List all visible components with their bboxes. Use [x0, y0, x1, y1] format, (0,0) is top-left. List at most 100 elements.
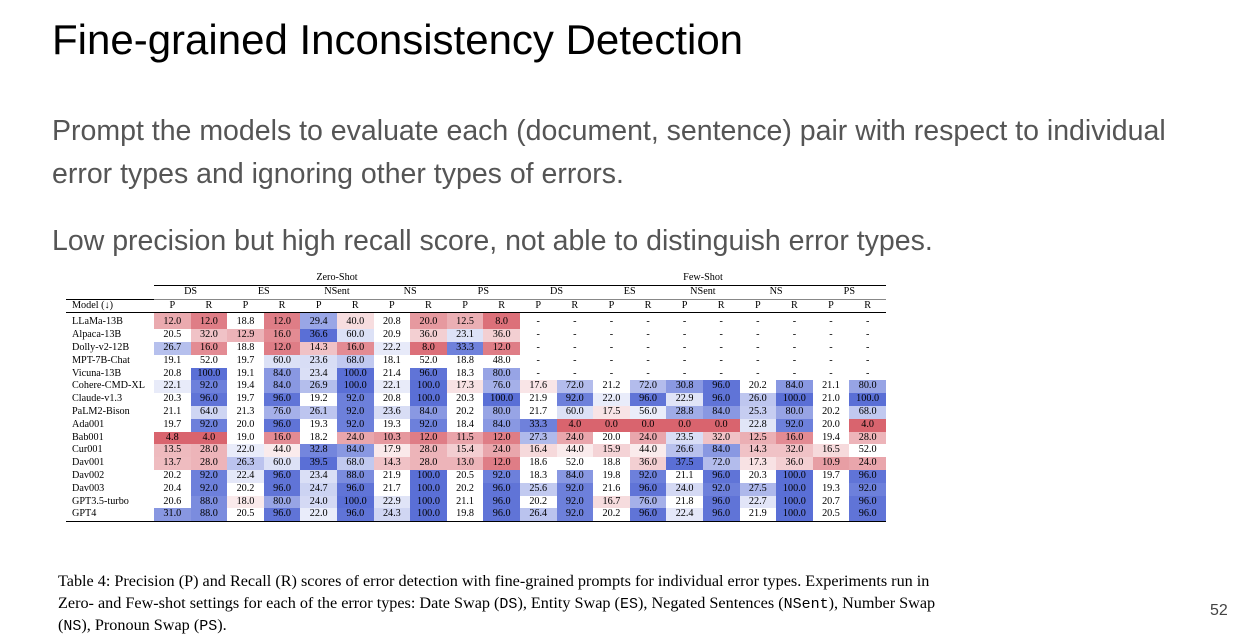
score-cell: 16.0	[190, 341, 228, 355]
score-cell: 22.0	[300, 508, 337, 523]
score-cell: 28.0	[410, 457, 447, 470]
score-cell: 84.0	[336, 444, 374, 458]
score-cell: 12.5	[739, 431, 777, 445]
score-cell: 96.0	[483, 508, 520, 523]
score-cell: 4.0	[849, 418, 886, 432]
score-cell: 96.0	[629, 508, 667, 523]
score-cell: 92.0	[190, 482, 228, 496]
caption-text: ), Entity Swap (	[517, 593, 620, 612]
score-cell: 20.7	[822, 495, 840, 507]
metric-header: R	[263, 298, 301, 314]
score-cell: -	[719, 367, 723, 379]
score-cell: -	[719, 341, 723, 353]
score-cell: 28.8	[666, 405, 703, 419]
score-cell: 22.1	[154, 380, 191, 394]
score-cell: 100.0	[776, 393, 813, 406]
score-cell: 100.0	[776, 495, 813, 509]
score-cell: 21.9	[382, 469, 401, 481]
score-cell: 24.0	[849, 457, 886, 470]
error-type-header-zero-ps: PS	[446, 285, 520, 300]
score-cell: 23.6	[300, 354, 337, 368]
score-cell: 92.0	[336, 418, 374, 432]
score-cell: 23.4	[300, 367, 337, 381]
table-row: PaLM2-Bison 21.1 64.0 21.3 76.0 26.1 92.0 23.6 8…	[66, 405, 886, 419]
score-cell: 100.0	[483, 393, 520, 406]
score-cell: 17.3	[446, 380, 484, 394]
score-cell: 8.0	[410, 341, 447, 355]
score-cell: 60.0	[336, 329, 374, 342]
score-cell: 60.0	[263, 354, 301, 368]
score-cell: 21.9	[739, 508, 777, 523]
score-cell: 16.0	[263, 329, 301, 342]
score-cell: 52.0	[199, 354, 218, 366]
metric-header: R	[702, 298, 740, 314]
score-cell: 44.0	[629, 444, 667, 458]
score-cell: -	[682, 316, 687, 328]
score-cell: -	[646, 341, 650, 353]
score-cell: -	[536, 341, 540, 353]
table-row: Vicuna-13B 20.8 100.0 19.1 84.0 23.4 100.0 21.4…	[66, 367, 886, 381]
model-name: Ada001	[72, 418, 105, 430]
table-row: Cohere-CMD-XL 22.1 92.0 19.4 84.0 26.9 100.0 22…	[66, 380, 886, 394]
score-cell: 76.0	[629, 495, 667, 509]
score-cell: 17.6	[519, 380, 557, 394]
score-cell: -	[719, 354, 723, 366]
score-cell: 32.8	[300, 444, 337, 458]
score-cell: 4.8	[154, 431, 191, 445]
score-cell: 13.0	[446, 457, 484, 470]
score-cell: 0.0	[629, 418, 667, 432]
score-cell: -	[792, 367, 797, 379]
score-cell: 12.5	[446, 312, 484, 330]
score-cell: 19.1	[163, 354, 182, 366]
model-name: Dav001	[72, 457, 105, 469]
score-cell: 24.3	[373, 508, 411, 523]
metric-header: R	[776, 298, 813, 314]
score-cell: 88.0	[336, 469, 374, 483]
score-cell: 80.0	[776, 405, 813, 419]
score-cell: 18.3	[456, 367, 474, 379]
score-cell: -	[829, 316, 833, 328]
metric-header: P	[519, 298, 557, 314]
score-cell: 92.0	[336, 393, 374, 406]
score-cell: 18.4	[456, 418, 474, 430]
score-cell: -	[829, 329, 833, 341]
score-cell: -	[573, 354, 577, 366]
score-cell: 13.5	[154, 444, 191, 458]
score-cell: 96.0	[849, 495, 886, 509]
metric-header: P	[300, 298, 337, 314]
score-cell: 28.0	[190, 444, 228, 458]
metric-header: P	[154, 298, 191, 314]
score-cell: 96.0	[849, 469, 886, 483]
model-name: Claude-v1.3	[72, 393, 123, 405]
score-cell: 12.0	[190, 312, 228, 330]
score-cell: 4.0	[556, 418, 594, 432]
score-cell: 22.2	[373, 341, 411, 355]
score-cell: 15.9	[593, 444, 630, 458]
score-cell: 100.0	[776, 508, 813, 523]
score-cell: 21.1	[456, 495, 474, 507]
score-cell: 92.0	[776, 418, 813, 432]
score-cell: 19.4	[236, 380, 255, 392]
score-cell: 100.0	[410, 508, 447, 523]
score-cell: 27.5	[739, 482, 777, 496]
score-cell: 19.2	[309, 393, 328, 405]
score-cell: 100.0	[410, 495, 447, 509]
score-cell: 20.0	[410, 312, 447, 330]
score-cell: 19.7	[822, 469, 840, 481]
score-cell: -	[829, 354, 833, 366]
score-cell: 32.0	[702, 431, 740, 445]
score-cell: 19.3	[382, 418, 401, 430]
score-cell: 24.0	[556, 431, 594, 445]
score-cell: 22.9	[373, 495, 411, 509]
score-cell: 100.0	[336, 495, 374, 509]
score-cell: 30.8	[666, 380, 703, 394]
score-cell: 84.0	[556, 469, 594, 483]
score-cell: 21.6	[602, 482, 621, 494]
score-cell: 19.3	[822, 482, 840, 494]
score-cell: 19.7	[163, 418, 182, 430]
score-cell: 60.0	[263, 457, 301, 470]
score-cell: -	[756, 341, 760, 353]
error-type-header-zero-nsent: NSent	[300, 285, 374, 300]
model-name: Dav002	[72, 469, 105, 481]
score-cell: 21.7	[529, 405, 548, 417]
